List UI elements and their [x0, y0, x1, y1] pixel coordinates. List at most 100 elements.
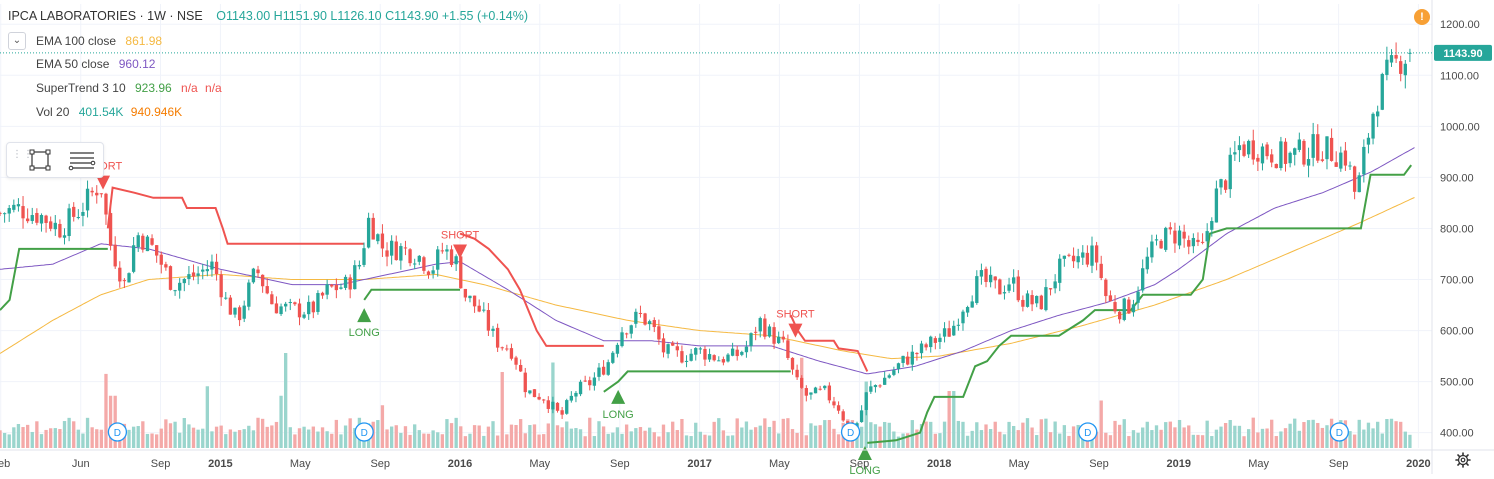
candle-body: [836, 405, 841, 411]
candle: [279, 303, 283, 316]
supertrend-line: [0, 164, 1413, 444]
candle: [790, 357, 795, 375]
volume-bar: [753, 427, 758, 448]
candle: [906, 351, 910, 366]
volume-bar: [12, 427, 16, 448]
candle: [67, 203, 71, 242]
candle-body: [436, 249, 440, 270]
candle-body: [1025, 293, 1030, 307]
volume-bar: [1293, 418, 1297, 448]
candle: [1408, 48, 1412, 62]
candle: [362, 242, 366, 268]
volume-bar: [615, 427, 620, 448]
supertrend-up-segment: [603, 370, 791, 393]
candle-body: [408, 249, 412, 264]
candle-body: [274, 303, 279, 314]
candle-body: [1205, 231, 1209, 242]
volume-bar: [136, 426, 140, 448]
candle: [1131, 299, 1136, 317]
legend-volume[interactable]: Vol 20 401.54K 940.946K: [36, 105, 182, 119]
candle-body: [938, 337, 942, 342]
candle-body: [611, 352, 615, 363]
gear-icon[interactable]: [1455, 452, 1471, 468]
volume-bar: [1145, 421, 1149, 448]
candle-body: [947, 328, 951, 337]
candle: [260, 274, 265, 293]
legend-supertrend[interactable]: SuperTrend 3 10 923.96 n/a n/a: [36, 81, 222, 95]
candle: [131, 237, 136, 274]
volume-bar: [228, 429, 233, 448]
candle-body: [1260, 146, 1265, 164]
legend-ema100[interactable]: EMA 100 close 861.98: [36, 34, 162, 48]
dividend-letter: D: [361, 428, 368, 439]
candle-body: [67, 208, 71, 237]
volume-bar: [302, 426, 306, 448]
info-badge-icon[interactable]: !: [1414, 9, 1430, 25]
candle-body: [823, 385, 827, 389]
candle: [800, 375, 804, 389]
candle-body: [44, 215, 48, 223]
legend-ema50[interactable]: EMA 50 close 960.12: [36, 57, 155, 71]
candle: [859, 405, 864, 423]
volume-bar: [413, 424, 417, 448]
candle-body: [307, 301, 311, 315]
candle-body: [818, 388, 822, 390]
volume-bar: [777, 433, 781, 448]
candle-body: [265, 286, 269, 294]
candle-body: [767, 326, 772, 337]
candle: [440, 242, 444, 254]
candle: [661, 333, 666, 358]
candle: [620, 327, 624, 348]
candle-body: [1030, 295, 1034, 305]
candle-body: [445, 249, 449, 252]
candle-body: [127, 273, 131, 283]
candle: [1039, 294, 1043, 310]
candle-body: [1246, 140, 1251, 155]
volume-bar: [804, 435, 808, 448]
candle: [1164, 226, 1168, 252]
candle-body: [237, 307, 242, 321]
chevron-down-icon[interactable]: ⌄: [8, 32, 26, 50]
volume-bar: [680, 418, 684, 448]
candle: [270, 291, 274, 305]
candle-body: [1122, 298, 1126, 320]
rectangle-tool-icon[interactable]: [27, 147, 53, 173]
volume-bar: [1177, 419, 1182, 448]
volume-bar: [297, 428, 302, 448]
candle-body: [1104, 279, 1108, 297]
candle: [772, 322, 776, 350]
candle: [1334, 151, 1338, 167]
candle: [1025, 290, 1030, 308]
candle: [818, 385, 822, 391]
candle: [956, 318, 961, 331]
x-tick-label: 2020: [1406, 458, 1430, 470]
drag-grip-icon[interactable]: ⋮⋮: [12, 149, 34, 160]
volume-bar: [90, 427, 94, 448]
candle-body: [1164, 227, 1168, 250]
candle: [1306, 147, 1311, 178]
candle-body: [933, 338, 937, 343]
candle-body: [316, 293, 320, 312]
volume-bar: [316, 431, 320, 448]
volume-bar: [1274, 436, 1278, 448]
candle: [869, 380, 873, 394]
volume-bar: [624, 424, 629, 448]
volume-bar: [1141, 427, 1145, 448]
candle-body: [505, 348, 509, 350]
candle: [694, 347, 698, 361]
horizontal-lines-icon[interactable]: [67, 147, 96, 173]
volume-bar: [394, 425, 398, 448]
volume-bar: [495, 435, 500, 448]
candle-body: [565, 400, 569, 414]
volume-bar: [809, 423, 813, 448]
volume-bar: [1076, 424, 1080, 448]
candle-body: [431, 270, 435, 274]
candle: [35, 208, 39, 226]
candle-body: [1035, 295, 1039, 304]
candle: [933, 336, 937, 350]
drawing-toolbar[interactable]: ⋮⋮: [6, 142, 104, 178]
volume-bar: [970, 430, 974, 448]
volume-bar: [1021, 422, 1025, 448]
